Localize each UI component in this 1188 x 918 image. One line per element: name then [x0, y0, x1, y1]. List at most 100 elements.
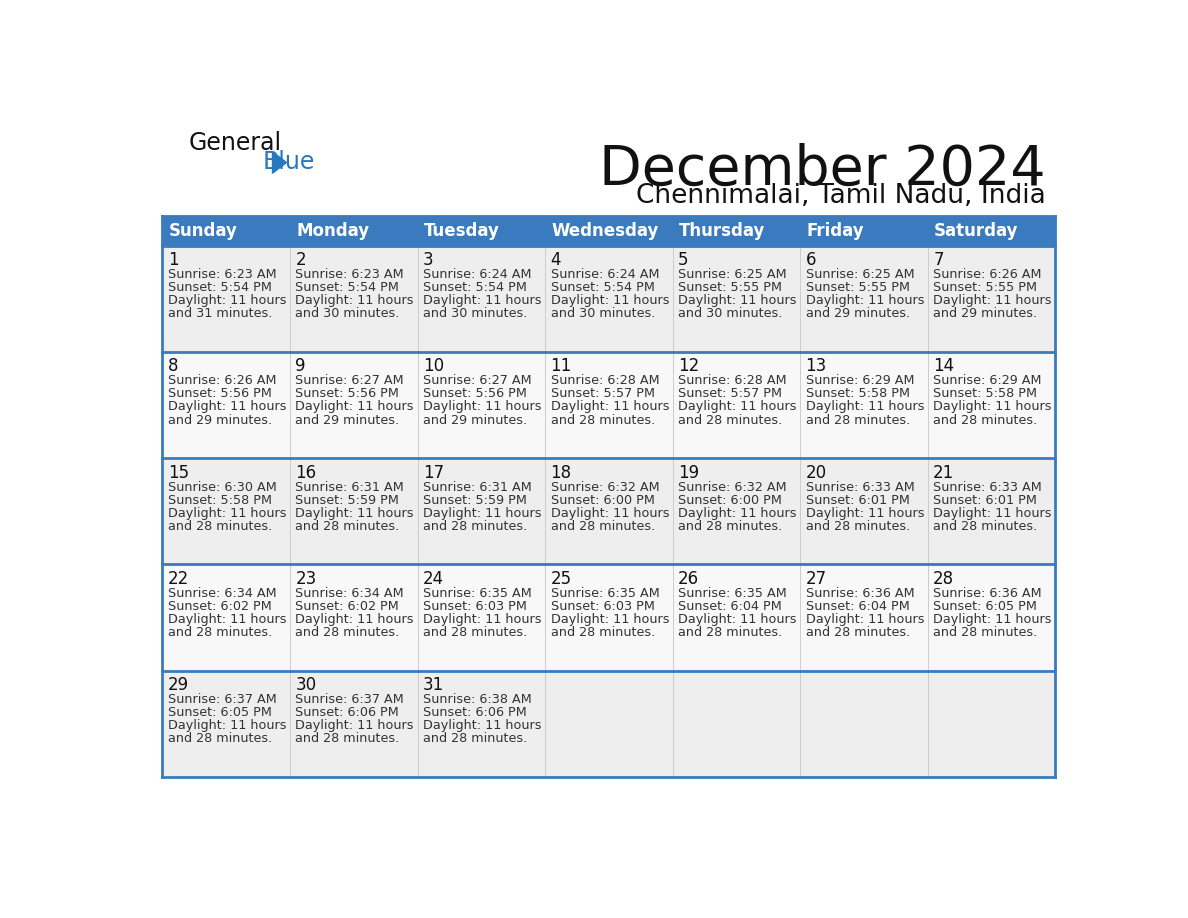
- Text: and 28 minutes.: and 28 minutes.: [933, 413, 1037, 427]
- Text: and 28 minutes.: and 28 minutes.: [805, 626, 910, 639]
- Bar: [163, 458, 1055, 565]
- Text: Sunday: Sunday: [169, 222, 238, 240]
- Text: General: General: [189, 131, 282, 155]
- Text: Daylight: 11 hours: Daylight: 11 hours: [168, 294, 286, 308]
- Text: Sunrise: 6:37 AM: Sunrise: 6:37 AM: [168, 693, 277, 706]
- Text: Daylight: 11 hours: Daylight: 11 hours: [296, 507, 413, 520]
- Text: 6: 6: [805, 251, 816, 269]
- Bar: [163, 671, 1055, 777]
- Bar: [417, 217, 545, 246]
- Text: Sunset: 6:03 PM: Sunset: 6:03 PM: [423, 599, 526, 613]
- Text: Sunset: 6:02 PM: Sunset: 6:02 PM: [296, 599, 399, 613]
- Bar: [163, 246, 1055, 352]
- Text: 8: 8: [168, 357, 178, 375]
- Text: Daylight: 11 hours: Daylight: 11 hours: [805, 613, 924, 626]
- Text: Sunset: 6:03 PM: Sunset: 6:03 PM: [550, 599, 655, 613]
- Text: Sunrise: 6:31 AM: Sunrise: 6:31 AM: [423, 480, 532, 494]
- Text: Sunset: 6:04 PM: Sunset: 6:04 PM: [805, 599, 909, 613]
- Text: and 30 minutes.: and 30 minutes.: [550, 308, 655, 320]
- Text: Sunrise: 6:36 AM: Sunrise: 6:36 AM: [805, 587, 915, 599]
- Text: Sunset: 5:59 PM: Sunset: 5:59 PM: [296, 494, 399, 507]
- Text: Daylight: 11 hours: Daylight: 11 hours: [296, 294, 413, 308]
- Text: and 28 minutes.: and 28 minutes.: [805, 413, 910, 427]
- Text: Sunrise: 6:30 AM: Sunrise: 6:30 AM: [168, 480, 277, 494]
- Text: and 28 minutes.: and 28 minutes.: [678, 413, 782, 427]
- Text: Sunset: 5:54 PM: Sunset: 5:54 PM: [550, 281, 655, 294]
- Text: Daylight: 11 hours: Daylight: 11 hours: [933, 507, 1051, 520]
- Text: and 28 minutes.: and 28 minutes.: [550, 626, 655, 639]
- Text: and 29 minutes.: and 29 minutes.: [805, 308, 910, 320]
- Text: Sunrise: 6:27 AM: Sunrise: 6:27 AM: [296, 375, 404, 387]
- Bar: [163, 352, 1055, 458]
- Text: Daylight: 11 hours: Daylight: 11 hours: [168, 507, 286, 520]
- Text: Sunset: 6:00 PM: Sunset: 6:00 PM: [550, 494, 655, 507]
- Text: Daylight: 11 hours: Daylight: 11 hours: [550, 294, 669, 308]
- Text: Sunrise: 6:24 AM: Sunrise: 6:24 AM: [550, 268, 659, 281]
- Text: Daylight: 11 hours: Daylight: 11 hours: [423, 294, 542, 308]
- Text: and 28 minutes.: and 28 minutes.: [168, 733, 272, 745]
- Text: Sunrise: 6:33 AM: Sunrise: 6:33 AM: [933, 480, 1042, 494]
- Text: and 30 minutes.: and 30 minutes.: [423, 308, 527, 320]
- Text: and 28 minutes.: and 28 minutes.: [168, 626, 272, 639]
- Text: 10: 10: [423, 357, 444, 375]
- Text: Sunset: 5:57 PM: Sunset: 5:57 PM: [550, 387, 655, 400]
- Text: Sunset: 6:06 PM: Sunset: 6:06 PM: [423, 706, 526, 719]
- Text: Daylight: 11 hours: Daylight: 11 hours: [296, 719, 413, 733]
- Text: Sunrise: 6:24 AM: Sunrise: 6:24 AM: [423, 268, 531, 281]
- Text: Monday: Monday: [296, 222, 369, 240]
- Text: Sunrise: 6:26 AM: Sunrise: 6:26 AM: [168, 375, 277, 387]
- Text: 17: 17: [423, 464, 444, 482]
- Bar: [163, 565, 1055, 671]
- Text: Blue: Blue: [263, 150, 315, 174]
- Text: Sunset: 6:01 PM: Sunset: 6:01 PM: [933, 494, 1037, 507]
- Text: 21: 21: [933, 464, 954, 482]
- Text: Daylight: 11 hours: Daylight: 11 hours: [678, 294, 796, 308]
- Text: 15: 15: [168, 464, 189, 482]
- Text: Sunrise: 6:32 AM: Sunrise: 6:32 AM: [550, 480, 659, 494]
- Bar: [163, 217, 290, 246]
- Text: 20: 20: [805, 464, 827, 482]
- Text: Daylight: 11 hours: Daylight: 11 hours: [423, 400, 542, 413]
- Text: Thursday: Thursday: [678, 222, 765, 240]
- Text: and 28 minutes.: and 28 minutes.: [168, 520, 272, 532]
- Text: Sunrise: 6:28 AM: Sunrise: 6:28 AM: [678, 375, 786, 387]
- Text: December 2024: December 2024: [599, 142, 1045, 196]
- Text: and 29 minutes.: and 29 minutes.: [423, 413, 527, 427]
- Text: 24: 24: [423, 570, 444, 588]
- Text: Saturday: Saturday: [934, 222, 1018, 240]
- Text: Sunset: 5:56 PM: Sunset: 5:56 PM: [296, 387, 399, 400]
- Text: 13: 13: [805, 357, 827, 375]
- Text: 28: 28: [933, 570, 954, 588]
- Text: and 30 minutes.: and 30 minutes.: [678, 308, 783, 320]
- Text: Tuesday: Tuesday: [424, 222, 500, 240]
- Text: Daylight: 11 hours: Daylight: 11 hours: [296, 613, 413, 626]
- Text: Sunset: 5:57 PM: Sunset: 5:57 PM: [678, 387, 782, 400]
- Text: Daylight: 11 hours: Daylight: 11 hours: [423, 719, 542, 733]
- Text: Chennimalai, Tamil Nadu, India: Chennimalai, Tamil Nadu, India: [637, 184, 1045, 209]
- Text: Daylight: 11 hours: Daylight: 11 hours: [678, 507, 796, 520]
- Text: 14: 14: [933, 357, 954, 375]
- Text: Sunrise: 6:38 AM: Sunrise: 6:38 AM: [423, 693, 532, 706]
- Text: Daylight: 11 hours: Daylight: 11 hours: [168, 400, 286, 413]
- Text: 9: 9: [296, 357, 307, 375]
- Text: and 28 minutes.: and 28 minutes.: [296, 520, 399, 532]
- Bar: [928, 217, 1055, 246]
- Text: 4: 4: [550, 251, 561, 269]
- Text: Daylight: 11 hours: Daylight: 11 hours: [550, 400, 669, 413]
- Text: 26: 26: [678, 570, 700, 588]
- Text: Daylight: 11 hours: Daylight: 11 hours: [423, 507, 542, 520]
- Text: Sunrise: 6:31 AM: Sunrise: 6:31 AM: [296, 480, 404, 494]
- Text: 2: 2: [296, 251, 307, 269]
- Text: 11: 11: [550, 357, 571, 375]
- Text: Sunrise: 6:37 AM: Sunrise: 6:37 AM: [296, 693, 404, 706]
- Text: Sunrise: 6:35 AM: Sunrise: 6:35 AM: [423, 587, 532, 599]
- Text: and 28 minutes.: and 28 minutes.: [550, 413, 655, 427]
- Bar: [672, 217, 801, 246]
- Text: 7: 7: [933, 251, 943, 269]
- Text: and 29 minutes.: and 29 minutes.: [296, 413, 399, 427]
- Text: 5: 5: [678, 251, 689, 269]
- Text: Sunrise: 6:34 AM: Sunrise: 6:34 AM: [168, 587, 277, 599]
- Text: and 29 minutes.: and 29 minutes.: [168, 413, 272, 427]
- Text: and 28 minutes.: and 28 minutes.: [423, 520, 527, 532]
- Text: Sunrise: 6:27 AM: Sunrise: 6:27 AM: [423, 375, 531, 387]
